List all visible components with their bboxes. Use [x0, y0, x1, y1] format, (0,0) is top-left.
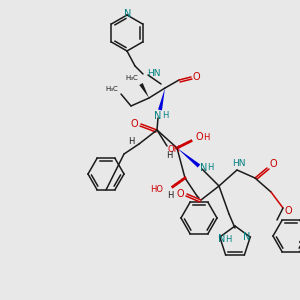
Text: OH: OH	[167, 145, 181, 154]
Text: O: O	[130, 119, 138, 129]
Text: H: H	[128, 136, 134, 146]
Text: N: N	[218, 234, 226, 244]
Polygon shape	[177, 148, 200, 167]
Text: N: N	[154, 111, 162, 121]
Text: HN: HN	[232, 160, 246, 169]
Text: H: H	[203, 133, 209, 142]
Text: H₃C: H₃C	[125, 75, 138, 81]
Text: N: N	[124, 9, 132, 19]
Text: H₃C: H₃C	[105, 86, 118, 92]
Polygon shape	[158, 88, 165, 110]
Text: H: H	[162, 112, 168, 121]
Polygon shape	[139, 83, 149, 98]
Text: HN: HN	[147, 70, 160, 79]
Text: O: O	[269, 159, 277, 169]
Text: N: N	[242, 232, 250, 242]
Text: H: H	[207, 164, 213, 172]
Text: O: O	[176, 189, 184, 199]
Text: O: O	[284, 206, 292, 216]
Text: O: O	[195, 132, 203, 142]
Text: N: N	[200, 163, 208, 173]
Text: H: H	[166, 152, 172, 160]
Text: H: H	[226, 235, 232, 244]
Text: HO: HO	[150, 185, 163, 194]
Text: H: H	[167, 190, 173, 200]
Text: O: O	[192, 72, 200, 82]
